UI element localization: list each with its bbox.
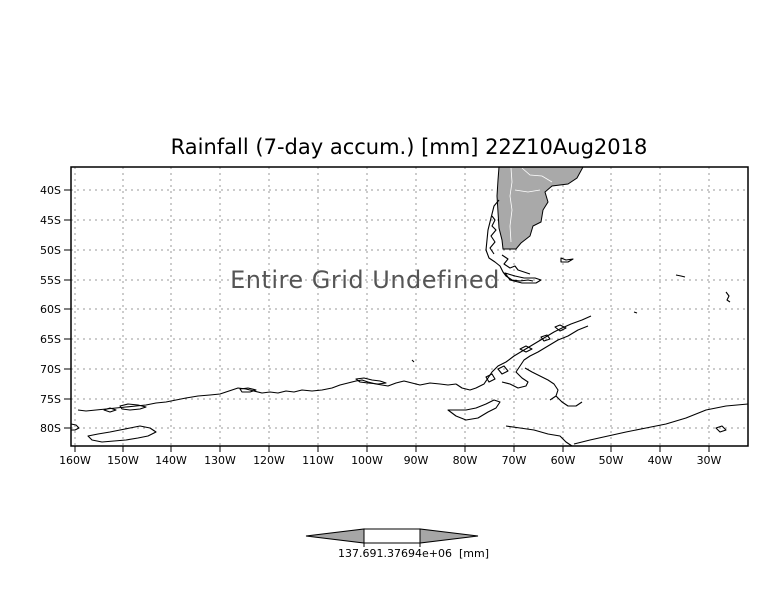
lat-label: 70S <box>40 363 61 376</box>
lon-label: 30W <box>697 454 722 467</box>
lon-label: 110W <box>302 454 334 467</box>
colorbar-left-arrow <box>305 528 365 544</box>
lon-label: 160W <box>59 454 91 467</box>
lon-label: 120W <box>253 454 285 467</box>
colorbar-value-label: 137.691.37694e+06 <box>338 547 452 560</box>
patagonia-coastline <box>485 199 574 284</box>
lat-label: 55S <box>40 274 61 287</box>
lon-label: 60W <box>551 454 576 467</box>
lon-label: 70W <box>502 454 527 467</box>
antarctica-coastline <box>70 377 749 447</box>
antarctic-peninsula-coastline <box>411 315 592 401</box>
lat-label: 60S <box>40 303 61 316</box>
lon-label: 130W <box>204 454 236 467</box>
lon-label: 140W <box>155 454 187 467</box>
latitude-axis: 40S 45S 50S 55S 60S 65S 70S 75S 80S <box>40 184 71 435</box>
lon-label: 150W <box>107 454 139 467</box>
plot-area <box>71 167 748 446</box>
lat-label: 40S <box>40 184 61 197</box>
map-title: Rainfall (7-day accum.) [mm] 22Z10Aug201… <box>171 135 648 159</box>
plot-frame <box>70 166 749 447</box>
lat-label: 65S <box>40 333 61 346</box>
undefined-grid-message: Entire Grid Undefined <box>230 266 500 294</box>
longitude-axis: 160W 150W 140W 130W 120W 110W 100W 90W 8… <box>59 446 722 467</box>
lat-label: 45S <box>40 214 61 227</box>
lon-label: 50W <box>599 454 624 467</box>
lon-label: 100W <box>351 454 383 467</box>
south-america-landmass <box>496 166 584 250</box>
lat-label: 80S <box>40 422 61 435</box>
colorbar-center-box <box>363 528 421 544</box>
colorbar: 137.691.37694e+06 [mm] <box>305 528 489 560</box>
lat-label: 75S <box>40 393 61 406</box>
colorbar-right-arrow <box>419 528 479 544</box>
south-atlantic-islands <box>633 274 731 314</box>
lon-label: 40W <box>648 454 673 467</box>
lat-label: 50S <box>40 244 61 257</box>
lon-label: 80W <box>453 454 478 467</box>
colorbar-unit-label: [mm] <box>459 547 489 560</box>
gridlines <box>71 167 748 446</box>
lon-label: 90W <box>404 454 429 467</box>
